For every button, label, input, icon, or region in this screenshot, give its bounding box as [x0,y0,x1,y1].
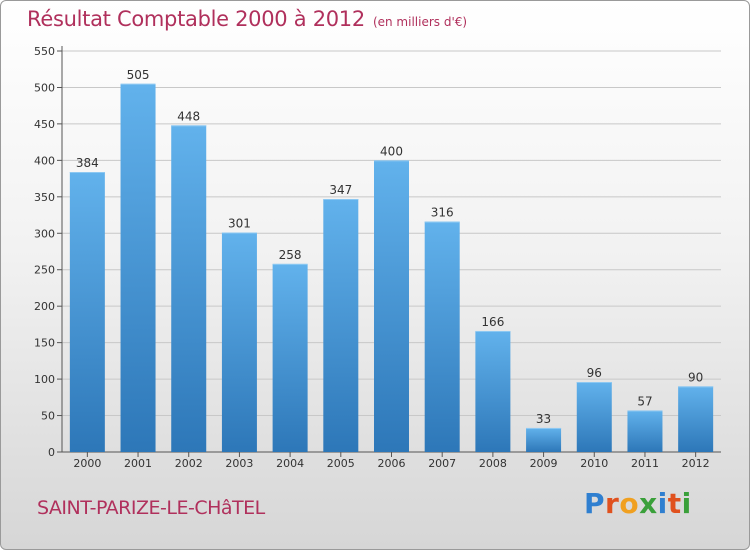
x-tick-label: 2009 [530,457,558,470]
y-tick-label: 550 [34,45,55,58]
y-tick-label: 400 [34,154,55,167]
bar-2001 [120,83,156,453]
logo-letter: r [605,487,620,520]
x-tick-label: 2007 [428,457,456,470]
x-tick-label: 2000 [73,457,101,470]
value-label-2007: 316 [431,206,454,220]
value-label-2003: 301 [228,217,251,231]
commune-name: SAINT-PARIZE-LE-CHâTEL [37,497,265,519]
x-tick-label: 2006 [378,457,406,470]
y-tick-label: 250 [34,264,55,277]
value-label-2010: 96 [587,366,602,380]
y-tick-label: 50 [41,410,55,423]
bar-2011 [627,410,663,452]
x-tick-labels: 2000 2001 2002 2003 2004 2005 2006 2007 2008 2009… [73,457,709,470]
x-tick-label: 2004 [276,457,304,470]
bar-2000 [69,172,105,452]
y-tick-label: 450 [34,118,55,131]
y-tick-labels: 0 50 100 150 200 250 300 350 400 450 500 550 [34,45,55,459]
bar-2006 [374,160,409,452]
value-label-2000: 384 [76,156,99,170]
x-tick-label: 2010 [580,457,608,470]
value-label-2012: 90 [688,370,703,384]
value-labels: 384 505 448 301 258 347 400 316 166 33 96 57 90 [76,68,703,426]
chart-subtitle: (en milliers d'€) [372,15,468,29]
bar-2005 [323,199,359,452]
y-tick-label: 150 [34,337,55,350]
bar-2004 [272,263,308,452]
y-tick-label: 350 [34,191,55,204]
value-label-2002: 448 [177,109,200,123]
bar-2002 [171,125,207,452]
y-tick-label: 200 [34,300,55,313]
bars [69,83,714,453]
logo-letter: i [681,487,692,520]
bar-2007 [424,221,460,452]
value-label-2008: 166 [481,315,504,329]
y-tick-label: 500 [34,81,55,94]
x-tick-label: 2002 [175,457,203,470]
value-label-2011: 57 [637,394,652,408]
y-tick-label: 100 [34,373,55,386]
x-tick-label: 2011 [631,457,659,470]
bar-2012 [678,386,714,452]
x-tick-label: 2012 [682,457,710,470]
value-label-2006: 400 [380,144,403,158]
y-tick-label: 300 [34,227,55,240]
logo-letter: P [584,487,606,520]
x-tick-label: 2003 [225,457,253,470]
value-label-2004: 258 [279,248,302,262]
chart-title: Résultat Comptable 2000 à 2012 (en millie… [27,7,467,31]
logo-letter: i [657,487,668,520]
proxiti-logo[interactable]: Proxiti [584,487,692,520]
x-tick-label: 2008 [479,457,507,470]
value-label-2005: 347 [329,183,352,197]
x-tick-label: 2005 [327,457,355,470]
bar-2008 [475,330,511,452]
logo-letter: t [667,487,682,520]
chart-title-text: Résultat Comptable 2000 à 2012 [27,7,365,31]
logo-letter: o [619,487,640,520]
value-label-2001: 505 [127,68,150,82]
x-tick-label: 2001 [124,457,152,470]
bar-2003 [221,232,257,452]
bar-2010 [576,382,612,452]
value-label-2009: 33 [536,412,551,426]
y-tick-label: 0 [48,446,55,459]
logo-letter: x [639,487,658,520]
bar-2009 [526,427,562,452]
